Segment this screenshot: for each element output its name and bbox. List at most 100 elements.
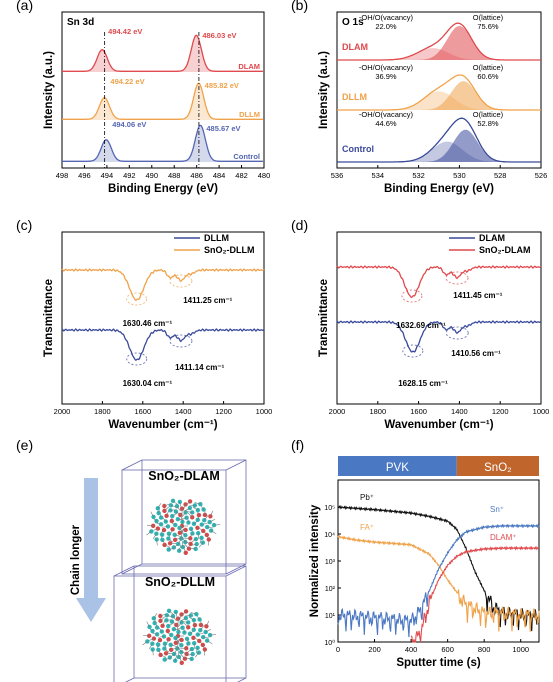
ligand-bond (183, 547, 187, 553)
model-box-bottom: SnO₂-DLLM (113, 565, 247, 682)
ligand-bond (164, 506, 169, 512)
x-tick-label: 532 (412, 171, 425, 180)
annotation: 1411.45 cm⁻¹ (453, 291, 502, 300)
component-value: 52.8% (477, 119, 499, 128)
series-label: Control (233, 152, 260, 161)
x-tick-label: 2000 (329, 407, 346, 416)
ligand-bond (160, 613, 167, 617)
ligand-bond (168, 547, 175, 550)
series-line-control (337, 117, 541, 163)
panel-f: (f) PVK SnO₂ 0 200 400 600 800 1000 10⁰ 10¹ 10² 10³ 1… (291, 437, 540, 669)
component-label: O(lattice) (473, 13, 504, 22)
chart-title: Sn 3d (67, 17, 94, 28)
y-tick-label: 10⁴ (324, 532, 335, 539)
ligand-bond (169, 653, 175, 658)
cube-edge (113, 565, 135, 577)
component-label: O(lattice) (473, 110, 504, 119)
component-label: O(lattice) (473, 63, 504, 72)
ligand-bond (184, 507, 190, 512)
ligand-bond (180, 521, 183, 528)
ligand-bond (188, 616, 195, 621)
ligand-bond (160, 616, 165, 622)
y-axis-label: Transmittance (318, 279, 330, 357)
annotation: 1411.25 cm⁻¹ (183, 296, 232, 305)
cube-edge (237, 677, 247, 682)
arrow-shaft (84, 478, 98, 598)
ligand-bond (181, 512, 186, 518)
x-tick-label: 1400 (451, 407, 468, 416)
ligand-bond (186, 511, 193, 513)
series-line (336, 265, 542, 299)
plot-frame (337, 479, 540, 643)
x-tick-label: 200 (368, 645, 381, 654)
x-tick-label: 0 (336, 645, 340, 654)
cube-back (133, 565, 247, 679)
dip-marker (401, 289, 423, 303)
ligand-bond (168, 610, 174, 615)
x-tick-label: 1000 (512, 645, 529, 654)
cube-back (141, 459, 247, 565)
region-label: PVK (386, 462, 409, 474)
x-tick-label: 526 (535, 171, 548, 180)
series-fill-dllm (62, 83, 264, 120)
ligand-bond (175, 611, 178, 618)
x-tick-label: 488 (168, 171, 181, 180)
ligand-bond (171, 647, 177, 651)
x-tick-label: 494 (101, 171, 114, 180)
ligand-bond (170, 505, 177, 508)
ligand-bond (186, 648, 193, 653)
ligand-bond (210, 510, 214, 517)
component-value: 44.6% (375, 119, 397, 128)
ligand-bond (156, 539, 158, 546)
ligand-bond (142, 641, 148, 646)
ligand-bond (174, 654, 178, 661)
ligand-bond (179, 501, 182, 508)
ligand-bond (189, 547, 196, 550)
ligand-bond (173, 648, 178, 655)
annotation: 1632.69 cm⁻¹ (396, 321, 446, 330)
peak-label: 494.42 eV (108, 27, 142, 36)
component-fill-lattice (337, 26, 541, 60)
ligand-bond (148, 638, 155, 642)
y-axis-label: Transmittance (43, 279, 55, 357)
ligand-bond (148, 643, 153, 649)
cube-edge (121, 459, 143, 471)
ligand-bond (174, 534, 181, 537)
component-value: 60.6% (477, 72, 499, 81)
x-tick-label: 1600 (410, 407, 427, 416)
ligand-bond (182, 504, 186, 511)
ligand-bond (180, 654, 186, 659)
peak-label: 485.82 eV (205, 81, 239, 90)
arrow-label: Chain longer (70, 524, 82, 595)
annotation: 1630.46 cm⁻¹ (123, 319, 173, 328)
cube-edge (125, 677, 135, 682)
ligand-bond (185, 501, 191, 506)
plot-frame (336, 11, 542, 169)
dip-marker (402, 344, 424, 358)
series-line (337, 523, 540, 638)
x-axis-label: Binding Energy (eV) (384, 183, 494, 195)
ligand-bond (179, 657, 183, 663)
ligand-bond (185, 657, 192, 660)
ligand-bond (177, 518, 184, 521)
x-tick-label: 1800 (94, 407, 111, 416)
dip-marker (126, 352, 148, 366)
ligand-bond (190, 612, 197, 615)
ligand-bond (184, 544, 190, 549)
ligand-bond (214, 524, 221, 526)
ligand-bond (164, 544, 171, 548)
y-tick-label: 10⁵ (324, 505, 335, 512)
panel-b: 536 534 532 530 528 526 Binding Energy (eV) Int… (291, 0, 547, 195)
ligand-bond (180, 651, 187, 655)
ligand-bond (207, 526, 214, 529)
region-band (456, 456, 539, 476)
region-band (338, 456, 457, 476)
series-line (61, 268, 265, 301)
ligand-bond (210, 634, 217, 636)
x-tick-label: 1400 (175, 407, 192, 416)
series-line-dlam (337, 22, 541, 61)
ligand-bond (180, 531, 186, 536)
ligand-bond (153, 613, 158, 619)
x-tick-label: 480 (258, 171, 271, 180)
